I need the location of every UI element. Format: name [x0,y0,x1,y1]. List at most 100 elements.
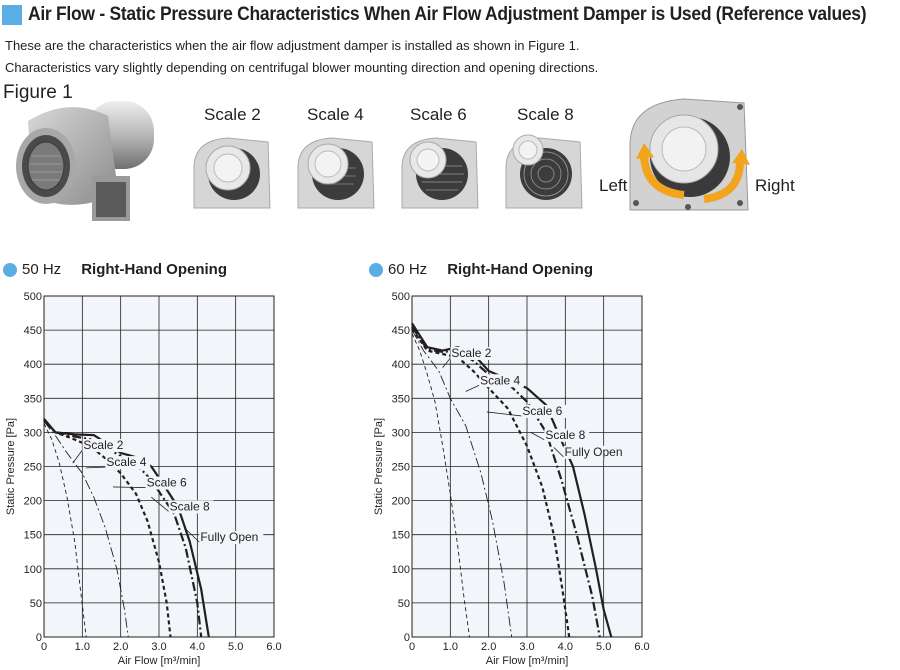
annotation-bg [105,456,151,470]
figure-label: Figure 1 [3,82,73,103]
damper-scale-2-icon [193,137,271,209]
chart-50hz: 0 1.0 2.0 3.0 4.0 5.0 6.0 0 50 100 150 200 250 300 350… [5,291,282,667]
chart-heading-60hz: 60 Hz Right-Hand Opening [369,261,593,278]
x-axis-label: Air Flow [m³/min] [486,655,569,667]
annotation-bg [563,445,628,459]
x-tick-label: 2.0 [113,641,128,653]
annotation-leader [465,384,480,392]
annotation-leader [112,486,146,488]
annotation-label: Scale 6 [522,404,562,418]
chart-opening: Right-Hand Opening [81,261,227,278]
section-header: Air Flow - Static Pressure Characteristi… [2,3,900,27]
plot-frame [43,295,275,638]
scale-label-6: Scale 6 [410,105,467,124]
damper-scale-4-icon [297,137,375,209]
annotation-label: Scale 4 [106,455,146,469]
x-tick-label: 0 [409,641,415,653]
header-marker-icon [2,5,22,25]
series-line-scale-2 [411,333,470,638]
left-direction-label: Left [599,176,628,195]
annotation-label: Fully Open [565,445,623,459]
y-tick-label: 50 [30,598,42,610]
scale-label-2: Scale 2 [204,105,261,124]
y-tick-label: 250 [392,462,410,474]
right-direction-label: Right [755,176,795,195]
y-tick-label: 100 [392,564,410,576]
y-tick-label: 450 [24,325,42,337]
plot-frame [411,295,643,638]
annotation-bg [82,439,128,453]
annotation-label: Scale 2 [451,346,491,360]
annotation-label: Scale 4 [480,373,520,387]
y-tick-label: 350 [24,393,42,405]
section-title: Air Flow - Static Pressure Characteristi… [28,4,867,25]
annotation-leader [553,447,564,458]
x-tick-label: 2.0 [481,641,496,653]
x-tick-label: 4.0 [558,641,573,653]
y-tick-label: 500 [24,291,42,303]
y-tick-label: 300 [24,427,42,439]
bullet-dot-icon [3,262,17,277]
series-line-scale-2 [43,423,87,638]
x-tick-label: 3.0 [519,641,534,653]
annotation-leader [86,466,106,469]
series-line-scale-4 [43,421,129,638]
x-tick-label: 6.0 [266,641,281,653]
annotation-leader [442,357,451,368]
y-tick-label: 150 [24,530,42,542]
annotation-bg [199,531,264,545]
intro-line-1: These are the characteristics when the a… [5,38,580,53]
annotation-bg [145,476,191,490]
y-tick-label: 50 [398,598,410,610]
y-tick-label: 400 [24,359,42,371]
annotation-leader [486,411,522,417]
y-tick-label: 450 [392,325,410,337]
intro-line-2: Characteristics vary slightly depending … [5,60,599,75]
y-axis-label: Static Pressure [Pa] [373,418,385,515]
damper-scale-8-icon [505,134,583,209]
y-tick-label: 300 [392,427,410,439]
chart-frequency: 50 Hz [22,261,62,278]
series-line-fully-open [411,322,613,638]
y-tick-label: 250 [24,462,42,474]
y-tick-label: 0 [404,632,410,644]
damper-rotation-icon [629,98,750,211]
scale-label-4: Scale 4 [307,105,364,124]
y-tick-label: 200 [24,496,42,508]
annotation-label: Scale 6 [147,476,187,490]
chart-heading-50hz: 50 Hz Right-Hand Opening [3,261,227,278]
annotation-bg [544,428,590,442]
annotation-label: Scale 8 [170,499,210,513]
annotation-bg [479,374,524,388]
annotation-label: Fully Open [200,530,258,544]
series-line-scale-8 [411,326,601,638]
annotation-leader [530,432,545,441]
y-axis-label: Static Pressure [Pa] [5,418,17,515]
bullet-dot-icon [369,262,383,277]
y-tick-label: 400 [392,359,410,371]
y-tick-label: 350 [392,393,410,405]
annotation-leader [72,449,83,464]
x-axis-label: Air Flow [m³/min] [118,655,201,667]
y-tick-label: 0 [36,632,42,644]
y-tick-label: 150 [392,530,410,542]
chart-opening: Right-Hand Opening [447,261,593,278]
series-line-scale-4 [411,329,513,638]
x-tick-label: 1.0 [443,641,458,653]
x-tick-label: 1.0 [75,641,90,653]
annotation-bg [168,500,214,514]
annotation-bg [521,404,567,418]
chart-60hz: 0 1.0 2.0 3.0 4.0 5.0 6.0 0 50 100 150 200 250 300 350… [373,291,650,667]
annotation-leader [185,528,200,543]
y-tick-label: 100 [24,564,42,576]
annotation-label: Scale 8 [545,428,585,442]
series-line-scale-6 [411,328,571,638]
annotation-label: Scale 2 [83,438,123,452]
chart-frequency: 60 Hz [388,261,428,278]
x-tick-label: 3.0 [151,641,166,653]
x-tick-label: 5.0 [228,641,243,653]
y-tick-label: 500 [392,291,410,303]
x-tick-label: 6.0 [634,641,649,653]
series-line-scale-6 [43,419,172,638]
scale-label-8: Scale 8 [517,105,574,124]
